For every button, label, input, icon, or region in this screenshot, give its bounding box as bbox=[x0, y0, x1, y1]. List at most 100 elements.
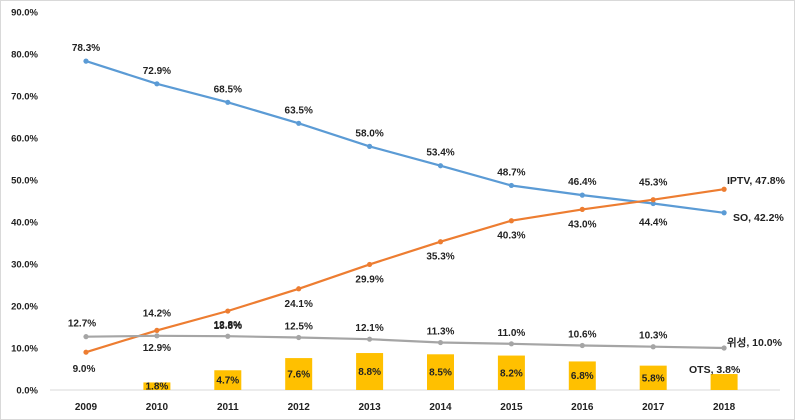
data-label: 4.7% bbox=[216, 376, 239, 387]
ots-bar bbox=[497, 355, 525, 390]
data-point bbox=[367, 261, 373, 268]
data-label: 12.5% bbox=[285, 322, 313, 333]
series-end-label: SO, 42.2% bbox=[733, 212, 784, 224]
x-tick-label: 2017 bbox=[642, 402, 665, 413]
series-line-iptv bbox=[85, 188, 725, 354]
ots-bar bbox=[568, 361, 596, 390]
data-point bbox=[225, 308, 231, 314]
data-point bbox=[579, 192, 585, 198]
data-point bbox=[650, 200, 656, 207]
data-point bbox=[508, 182, 514, 189]
data-point bbox=[437, 239, 444, 245]
ots-bar bbox=[143, 382, 171, 390]
data-label: 46.4% bbox=[568, 177, 596, 188]
x-tick-label: 2009 bbox=[75, 402, 98, 413]
data-label: 35.3% bbox=[426, 252, 454, 263]
x-tick-label: 2016 bbox=[571, 402, 594, 413]
data-label: 11.3% bbox=[427, 327, 455, 338]
data-label: 8.5% bbox=[429, 368, 452, 379]
data-label: 12.1% bbox=[355, 323, 383, 334]
data-point bbox=[154, 81, 160, 87]
data-label: 5.8% bbox=[642, 373, 665, 384]
x-tick-label: 2015 bbox=[500, 402, 523, 413]
data-label: 8.2% bbox=[500, 368, 523, 379]
data-label: 12.8% bbox=[214, 320, 242, 331]
x-tick-label: 2018 bbox=[713, 402, 736, 413]
data-label: 10.3% bbox=[639, 331, 667, 342]
data-point bbox=[83, 349, 89, 355]
series-line-satellite bbox=[85, 334, 725, 350]
y-tick-label: 50.0% bbox=[11, 176, 38, 187]
data-point bbox=[154, 327, 160, 333]
y-tick-label: 60.0% bbox=[11, 134, 38, 145]
x-tick-label: 2012 bbox=[288, 402, 311, 413]
data-point bbox=[650, 344, 656, 350]
data-label: 11.0% bbox=[497, 328, 525, 339]
data-point bbox=[296, 334, 302, 341]
data-label: 8.8% bbox=[358, 367, 381, 378]
ots-bar bbox=[285, 358, 313, 390]
data-point bbox=[437, 339, 444, 346]
data-point bbox=[721, 186, 727, 192]
x-tick-label: 2011 bbox=[217, 402, 239, 413]
data-point bbox=[721, 345, 727, 351]
data-label: 78.3% bbox=[72, 43, 100, 54]
data-label: 9.0% bbox=[73, 364, 96, 375]
data-label: 45.3% bbox=[639, 178, 667, 189]
data-label: 12.7% bbox=[68, 319, 96, 330]
data-point bbox=[225, 99, 231, 105]
x-tick-label: 2014 bbox=[429, 402, 452, 413]
ots-bar bbox=[356, 353, 384, 390]
ots-bar bbox=[427, 354, 454, 390]
series-line-so bbox=[85, 60, 725, 214]
data-label: 7.6% bbox=[287, 370, 310, 381]
y-tick-label: 10.0% bbox=[11, 344, 38, 355]
ots-bar bbox=[710, 374, 738, 390]
data-point bbox=[296, 286, 302, 292]
series-end-label: 위성, 10.0% bbox=[727, 336, 783, 349]
data-label: 44.4% bbox=[639, 218, 667, 229]
data-point bbox=[83, 58, 89, 64]
y-tick-label: 0.0% bbox=[16, 386, 38, 397]
y-tick-label: 90.0% bbox=[11, 8, 38, 19]
data-label: 14.2% bbox=[143, 308, 171, 319]
data-point bbox=[225, 333, 231, 339]
data-point bbox=[508, 218, 514, 224]
series-end-label: OTS, 3.8% bbox=[689, 364, 741, 376]
data-label: 63.5% bbox=[285, 105, 313, 116]
ots-bar bbox=[639, 365, 667, 390]
y-tick-label: 40.0% bbox=[11, 218, 38, 229]
data-label: 53.4% bbox=[426, 148, 454, 159]
data-point bbox=[367, 143, 373, 149]
data-point bbox=[579, 206, 585, 212]
data-point bbox=[367, 336, 373, 342]
axis-layer: 0.0% 10.0% 20.0% 30.0% 40.0% 50.0% 60.0% 70.0% 8… bbox=[11, 8, 780, 413]
line-layer bbox=[83, 58, 727, 355]
data-label: 72.9% bbox=[143, 66, 171, 77]
data-label-layer: 78.3% 72.9% 68.5% 63.5% 58.0% 53.4% 48.7% 46.4%… bbox=[68, 43, 786, 393]
ots-bar bbox=[214, 370, 242, 390]
data-label: 68.5% bbox=[214, 84, 242, 95]
data-point bbox=[579, 342, 585, 349]
data-label: 12.9% bbox=[143, 343, 171, 354]
series-end-label: IPTV, 47.8% bbox=[727, 175, 786, 187]
x-tick-label: 2010 bbox=[146, 402, 169, 413]
y-tick-label: 70.0% bbox=[11, 92, 38, 103]
data-label: 10.6% bbox=[568, 329, 596, 340]
data-label: 48.7% bbox=[497, 167, 525, 178]
data-label: 29.9% bbox=[355, 274, 383, 285]
data-label: 43.0% bbox=[568, 219, 596, 230]
y-tick-label: 20.0% bbox=[11, 302, 38, 313]
data-label: 18.8% bbox=[214, 321, 242, 332]
data-label: 6.8% bbox=[571, 371, 594, 382]
y-tick-label: 30.0% bbox=[11, 260, 38, 271]
ots-bar-layer bbox=[143, 353, 738, 390]
data-point bbox=[154, 333, 160, 339]
data-point bbox=[83, 334, 89, 340]
data-label: 24.1% bbox=[285, 299, 313, 310]
data-point bbox=[296, 120, 302, 126]
data-label: 40.3% bbox=[497, 231, 525, 242]
data-label: 58.0% bbox=[355, 128, 383, 139]
